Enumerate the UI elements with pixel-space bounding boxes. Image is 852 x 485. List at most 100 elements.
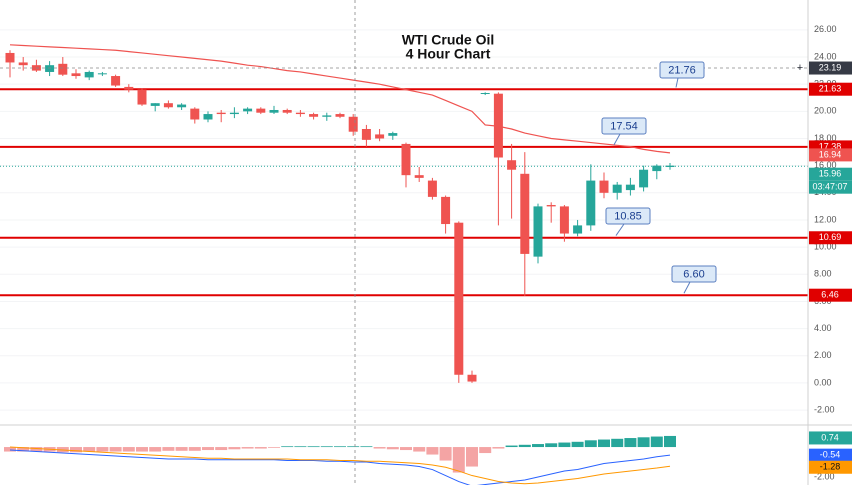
price-label: -1.28 [820,462,841,472]
callout-leader [615,223,625,236]
countdown-label: 03:47:07 [812,182,847,192]
price-label-box [809,288,852,302]
callout-box [659,61,705,79]
histogram-bar [17,447,30,452]
histogram-bar [571,441,584,448]
histogram-bar [109,447,122,452]
macd-line [9,449,671,485]
y-tick-label: 8.00 [814,269,832,279]
y-tick-label: 16.00 [814,160,837,170]
candle-body [388,133,398,136]
callout-leader [613,133,621,145]
candle-body [163,103,173,108]
price-label-box [809,167,852,181]
candle-body [520,173,530,254]
histogram-bar [149,447,162,452]
price-label-box [809,460,852,474]
candle-body [546,205,556,207]
price-label-box [809,231,852,245]
candle-body [493,93,503,158]
price-label-box [809,148,852,162]
candle-body [335,114,345,117]
candle-body [111,76,121,86]
histogram-bar [122,447,135,452]
histogram-bar [215,447,228,451]
histogram-bar [96,447,109,452]
histogram-bar [518,444,531,448]
histogram-bar [30,447,43,452]
price-label: 15.96 [819,169,842,179]
histogram-bar [545,443,558,448]
macd-tick-label: -2.00 [814,471,835,481]
candle-body [639,169,649,188]
histogram-bar [373,447,386,449]
histogram-bar [162,447,175,451]
y-tick-label: 26.00 [814,24,837,34]
candle-body [599,180,609,193]
candle-body [401,143,411,176]
y-tick-label: 0.00 [814,377,832,387]
histogram-bar [439,447,452,461]
callout-label: 21.76 [668,64,696,76]
callout-leader [683,281,691,294]
histogram-bar [492,447,505,449]
price-axis: 26.0024.0022.0020.0018.0016.0014.0012.00… [797,24,852,481]
y-tick-label: 20.00 [814,106,837,116]
candle-body [58,63,68,75]
candle-body [375,134,385,139]
moving-average [9,44,671,154]
y-tick-label: 10.00 [814,241,837,251]
y-tick-label: 24.00 [814,51,837,61]
y-tick-label: 4.00 [814,323,832,333]
histogram-bar [426,447,439,455]
histogram-bar [664,435,676,448]
histogram-bar [254,447,267,449]
candle-body [190,108,200,120]
candle-body [586,180,596,226]
histogram-bar [347,446,360,448]
price-label-box [809,82,852,96]
candle-body [665,165,675,168]
histogram-bar [175,447,188,451]
candle-body [309,114,319,117]
candle-body [269,109,279,113]
candle-body [282,109,292,113]
price-pane [0,29,808,411]
callout-box [605,207,651,225]
callout-box [671,265,717,283]
candle-body [71,73,81,77]
candle-body [414,175,424,178]
histogram-bar [584,440,597,448]
price-label: 21.63 [819,84,842,94]
histogram-bar [307,446,320,448]
histogram-bar [452,447,465,473]
candle-body [124,86,134,90]
histogram-bar [188,447,201,451]
y-tick-label: 12.00 [814,214,837,224]
histogram-bar [83,447,96,452]
price-label: 10.69 [819,232,842,242]
candle-body [467,374,477,382]
y-tick-label: 2.00 [814,350,832,360]
candle-body [573,225,583,234]
histogram-bar [505,445,518,448]
y-tick-label: 18.00 [814,133,837,143]
price-label-box [809,448,852,462]
candle-body [480,93,490,95]
price-label: 0.74 [821,432,839,442]
price-label: 6.46 [821,290,839,300]
histogram-bar [334,446,346,448]
candle-body [427,180,437,197]
price-label-box [809,431,852,445]
candle-body [45,65,55,72]
callout-label: 6.60 [683,268,704,280]
candle-body [84,71,94,78]
histogram-bar [598,439,610,448]
candle-body [361,128,371,140]
macd-pane [4,435,676,485]
candle-body [322,115,332,117]
candle-body [652,165,662,172]
histogram-bar [386,447,399,450]
histogram-bar [136,447,148,452]
